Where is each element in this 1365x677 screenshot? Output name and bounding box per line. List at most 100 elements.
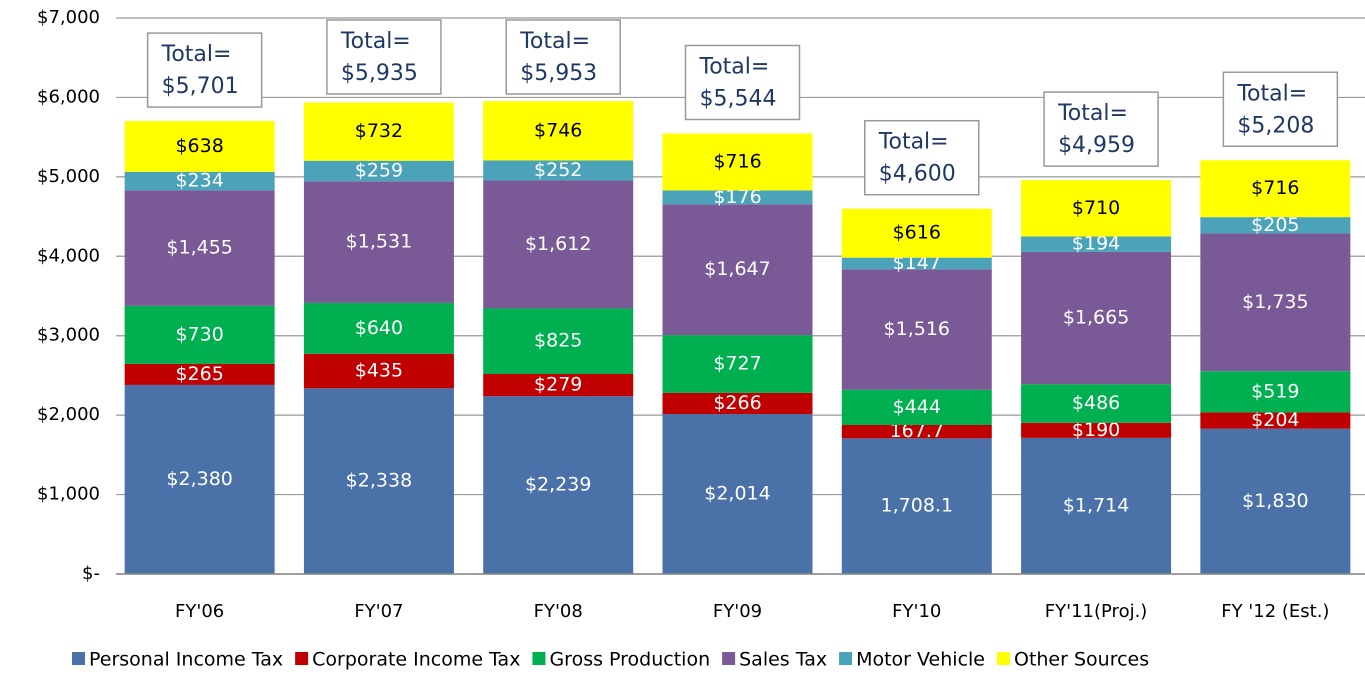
total-prefix: Total= xyxy=(699,54,770,79)
x-tick-label: FY'09 xyxy=(713,601,762,622)
bar-segment xyxy=(124,384,275,574)
x-tick-label: FY'10 xyxy=(892,601,941,622)
data-label: $204 xyxy=(1251,409,1299,431)
legend-swatch xyxy=(996,652,1010,665)
data-label: $825 xyxy=(534,330,582,352)
bar-segment xyxy=(841,269,992,390)
bar-segment xyxy=(483,396,634,574)
total-box xyxy=(864,119,980,196)
total-box xyxy=(1222,71,1339,148)
data-label: $1,531 xyxy=(346,231,412,253)
data-label: $732 xyxy=(355,120,403,142)
bar-segment xyxy=(841,389,992,426)
bar-segment xyxy=(303,160,454,182)
bar-segment xyxy=(1200,217,1351,234)
total-label: $5,208 xyxy=(1237,113,1314,138)
total-prefix: Total= xyxy=(1236,81,1307,106)
bar-segment xyxy=(124,171,275,191)
x-tick-label: FY'08 xyxy=(534,601,583,622)
bar-segment xyxy=(1021,251,1172,385)
data-label: $519 xyxy=(1251,380,1299,402)
x-tick-label: FY'11(Proj.) xyxy=(1045,601,1148,622)
total-box xyxy=(684,44,801,121)
data-label: $1,647 xyxy=(704,258,770,280)
data-label: $190 xyxy=(1072,419,1120,441)
bar-segment xyxy=(303,102,454,161)
legend-swatch xyxy=(295,652,309,665)
y-tick-label: $2,000 xyxy=(37,404,100,425)
bar-segment xyxy=(841,208,992,258)
total-box xyxy=(1043,91,1159,167)
legend-label: Gross Production xyxy=(549,649,710,671)
data-label: $716 xyxy=(1251,177,1299,199)
bar-segment xyxy=(841,257,992,270)
data-label: $710 xyxy=(1072,197,1120,219)
bar-segment xyxy=(483,373,634,397)
total-prefix: Total= xyxy=(161,42,232,67)
total-label: $5,544 xyxy=(700,86,777,111)
data-label: $259 xyxy=(355,160,403,182)
bar-segment xyxy=(662,335,813,393)
data-label: $1,665 xyxy=(1063,307,1129,329)
data-label: $2,014 xyxy=(704,483,770,505)
bar-segment xyxy=(483,308,634,374)
data-label: $727 xyxy=(713,353,761,375)
data-label: $2,380 xyxy=(166,468,232,490)
data-label: $279 xyxy=(534,374,582,396)
bar-segment xyxy=(1021,236,1172,252)
bar-segment xyxy=(1200,412,1351,429)
legend-label: Motor Vehicle xyxy=(856,649,985,671)
data-label: $486 xyxy=(1072,392,1120,414)
y-tick-label: $- xyxy=(82,563,100,584)
data-label: $1,612 xyxy=(525,233,591,255)
bar-segment xyxy=(1200,371,1351,413)
legend-swatch xyxy=(722,652,736,665)
bar-segment xyxy=(124,363,275,385)
bar-segment xyxy=(1200,233,1351,372)
x-tick-label: FY'06 xyxy=(175,601,224,622)
data-label: $194 xyxy=(1072,233,1120,255)
data-label: $266 xyxy=(713,392,761,414)
data-label: $746 xyxy=(534,119,582,141)
total-box xyxy=(146,32,263,108)
total-label: $5,953 xyxy=(520,61,597,86)
data-label: $205 xyxy=(1251,214,1299,236)
data-label: 1,708.1 xyxy=(881,495,954,517)
y-tick-label: $3,000 xyxy=(37,325,100,346)
data-label: $730 xyxy=(175,323,223,345)
data-label: $1,455 xyxy=(166,237,232,259)
total-prefix: Total= xyxy=(340,29,411,54)
bar-segment xyxy=(303,353,454,389)
total-label: $4,959 xyxy=(1058,133,1135,158)
data-label: $1,830 xyxy=(1242,490,1308,512)
total-prefix: Total= xyxy=(1057,101,1128,126)
y-tick-label: $7,000 xyxy=(37,7,100,28)
data-label: $1,516 xyxy=(884,318,950,340)
bar-segment xyxy=(483,180,634,309)
bar-segment xyxy=(1200,428,1351,574)
total-prefix: Total= xyxy=(878,130,949,155)
total-label: $5,935 xyxy=(341,61,418,86)
legend-label: Corporate Income Tax xyxy=(312,649,520,671)
total-prefix: Total= xyxy=(519,29,590,54)
data-label: $1,714 xyxy=(1063,494,1129,516)
data-label: 167.7 xyxy=(890,420,944,442)
bar-segment xyxy=(1021,422,1172,438)
bar-segment xyxy=(662,133,813,191)
legend-swatch xyxy=(532,652,546,665)
data-label: $265 xyxy=(175,363,223,385)
bar-segment xyxy=(303,181,454,303)
data-label: $435 xyxy=(355,360,403,382)
data-label: $444 xyxy=(893,396,941,418)
data-label: $2,338 xyxy=(346,470,412,492)
bar-segment xyxy=(1200,160,1351,218)
bar-segment xyxy=(1021,180,1172,237)
bar-segment xyxy=(483,101,634,161)
bar-segment xyxy=(662,414,813,574)
total-box xyxy=(326,19,442,95)
y-tick-label: $1,000 xyxy=(37,484,100,505)
legend-swatch xyxy=(839,652,853,665)
data-label: $1,735 xyxy=(1242,291,1308,313)
bar-segment xyxy=(303,302,454,354)
